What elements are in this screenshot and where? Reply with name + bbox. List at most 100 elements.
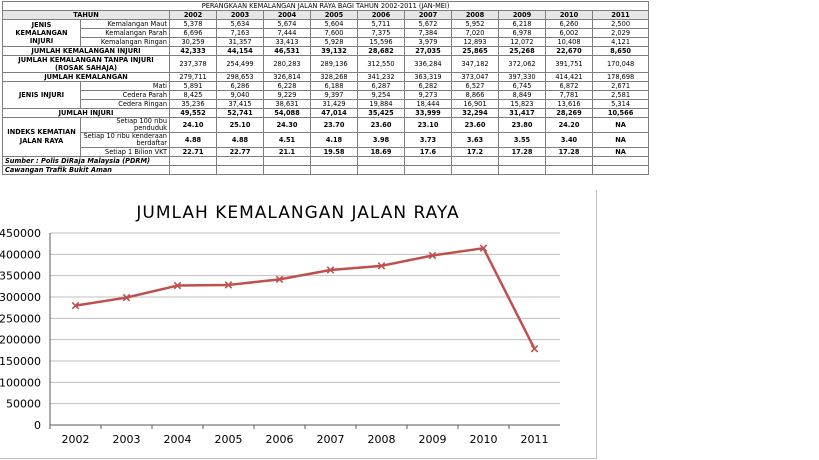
cell-value: 397,330 xyxy=(498,72,546,82)
cell-value: 372,062 xyxy=(498,55,546,73)
cell-value: 37,415 xyxy=(216,99,264,109)
header-year: 2009 xyxy=(498,10,546,20)
x-tick-label: 2007 xyxy=(317,433,345,446)
cell-value: 7,020 xyxy=(451,28,499,38)
table-row: PERANGKAAN KEMALANGAN JALAN RAYA BAGI TA… xyxy=(1,1,650,11)
table-row: Setiap 1 Bilion VKT 22.71 22.77 21.1 19.58 18… xyxy=(3,147,650,157)
cell-value: 9,397 xyxy=(310,90,358,100)
cell-value: 39,132 xyxy=(310,46,358,56)
cell-value: 15,596 xyxy=(357,37,405,47)
y-tick-label: 150000 xyxy=(0,355,41,368)
cell-value: 17.28 xyxy=(498,147,546,157)
data-point-marker xyxy=(479,244,488,252)
row-label: Cedera Parah xyxy=(80,90,170,100)
cell-value: 373,047 xyxy=(451,72,499,82)
x-tick-label: 2002 xyxy=(62,433,90,446)
y-tick-label: 450000 xyxy=(0,227,41,240)
y-tick-label: 400000 xyxy=(0,248,41,261)
cell-value: 35,425 xyxy=(357,108,405,118)
y-tick-label: 300000 xyxy=(0,291,41,304)
cell-value: 3.73 xyxy=(404,132,452,148)
chart-title: JUMLAH KEMALANGAN JALAN RAYA xyxy=(135,203,459,223)
cell-value: 280,283 xyxy=(263,55,311,73)
cell-value: 8,425 xyxy=(169,90,217,100)
cell-value: 8,866 xyxy=(451,90,499,100)
cell-value: 3.98 xyxy=(357,132,405,148)
empty-cell xyxy=(451,156,499,166)
cell-value: 10,566 xyxy=(591,108,650,118)
cell-value: 47,014 xyxy=(310,108,358,118)
x-tick-label: 2003 xyxy=(113,433,141,446)
row-label: Kemalangan Maut xyxy=(80,19,170,29)
cell-value: 414,421 xyxy=(545,72,593,82)
x-tick-label: 2004 xyxy=(164,433,192,446)
cell-value: 18,444 xyxy=(404,99,452,109)
cell-value: 6,745 xyxy=(498,81,546,91)
cell-value: 22.71 xyxy=(169,147,217,157)
cell-value: 341,232 xyxy=(357,72,405,82)
empty-cell xyxy=(216,156,264,166)
cell-value: 170,048 xyxy=(591,55,650,73)
table-row: Kemalangan Parah 6,696 7,163 7,444 7,600 7,37… xyxy=(3,28,650,38)
cell-value: 391,751 xyxy=(545,55,593,73)
cell-value: 16,901 xyxy=(451,99,499,109)
table-row: JENIS KEMALANGAN INJURI Kemalangan Maut 5,… xyxy=(2,19,650,47)
cell-value: 2,671 xyxy=(591,81,650,91)
cell-value: 6,228 xyxy=(263,81,311,91)
cell-value: 38,631 xyxy=(263,99,311,109)
cell-value: 31,429 xyxy=(310,99,358,109)
table-row: JUMLAH KEMALANGAN INJURI 42,333 44,154 46,5… xyxy=(2,46,650,56)
chart-frame xyxy=(0,190,597,459)
cell-value: 9,273 xyxy=(404,90,452,100)
cell-value: 328,268 xyxy=(310,72,358,82)
cell-value: 7,375 xyxy=(357,28,405,38)
cell-value: 7,384 xyxy=(404,28,452,38)
data-point-marker xyxy=(224,281,233,289)
header-year: 2003 xyxy=(216,10,264,20)
row-label: Cedera Ringan xyxy=(80,99,170,109)
cell-value: 46,531 xyxy=(263,46,311,56)
source-line-2: Cawangan Trafik Bukit Aman xyxy=(2,165,170,175)
header-year: 2008 xyxy=(451,10,499,20)
cell-value: 336,284 xyxy=(404,55,452,73)
cell-value: 17.2 xyxy=(451,147,499,157)
data-point-marker xyxy=(428,251,437,260)
cell-value: 13,616 xyxy=(545,99,593,109)
cell-value: 9,040 xyxy=(216,90,264,100)
cell-value: 3.55 xyxy=(498,132,546,148)
cell-value: 23.60 xyxy=(357,117,405,133)
cell-value: 5,711 xyxy=(357,19,405,29)
cell-value: 8,849 xyxy=(498,90,546,100)
data-point-marker xyxy=(122,293,131,302)
cell-value: 33,999 xyxy=(404,108,452,118)
cell-value: 6,286 xyxy=(216,81,264,91)
cell-value: 4.18 xyxy=(310,132,358,148)
data-point-marker xyxy=(275,275,284,284)
y-tick-label: 350000 xyxy=(0,270,41,283)
cell-value: 4.51 xyxy=(263,132,311,148)
cell-value: 12,072 xyxy=(498,37,546,47)
y-tick-label: 100000 xyxy=(0,376,41,389)
cell-value: 6,287 xyxy=(357,81,405,91)
empty-cell xyxy=(310,156,358,166)
table-row: JENIS INJURI Mati 5,891 6,286 6,228 6,188 6,28… xyxy=(2,81,650,109)
header-year: 2006 xyxy=(357,10,405,20)
cell-value: 4.88 xyxy=(169,132,217,148)
cell-value: 22.77 xyxy=(216,147,264,157)
cell-value: 289,136 xyxy=(310,55,358,73)
row-label: Mati xyxy=(80,81,170,91)
cell-value: 24.30 xyxy=(263,117,311,133)
cell-value: 23.10 xyxy=(404,117,452,133)
cell-value: 279,711 xyxy=(169,72,217,82)
cell-value: 35,236 xyxy=(169,99,217,109)
cell-value: 6,696 xyxy=(169,28,217,38)
line-chart: JUMLAH KEMALANGAN JALAN RAYA 0 50000 10000… xyxy=(0,203,560,446)
x-tick-label: 2008 xyxy=(368,433,396,446)
cell-value: 10,408 xyxy=(545,37,593,47)
cell-value: 52,741 xyxy=(216,108,264,118)
data-point-marker xyxy=(377,262,386,270)
cell-value: 8,650 xyxy=(591,46,650,56)
empty-cell xyxy=(216,165,264,175)
cell-value: 9,254 xyxy=(357,90,405,100)
header-year: 2010 xyxy=(545,10,593,20)
